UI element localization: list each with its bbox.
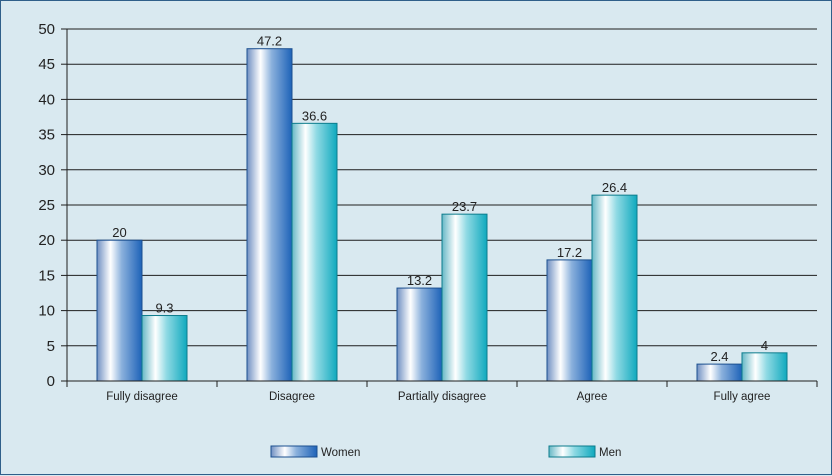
data-label: 4 — [761, 338, 768, 353]
x-category-label: Agree — [577, 391, 608, 403]
legend-label: Men — [599, 447, 621, 459]
y-tick-label: 50 — [38, 21, 55, 38]
y-axis: 0 5 10 15 20 25 30 35 40 45 50 — [38, 21, 68, 390]
data-label: 9.3 — [155, 301, 173, 316]
bar-women — [546, 259, 593, 382]
y-tick-label: 40 — [38, 91, 55, 108]
bar-women — [696, 363, 743, 382]
y-tick-label: 25 — [38, 197, 55, 214]
y-tick-label: 0 — [47, 373, 55, 390]
y-tick-label: 45 — [38, 56, 55, 73]
legend-swatch-women — [270, 445, 318, 458]
bar-men — [141, 315, 188, 382]
y-tick-label: 30 — [38, 162, 55, 179]
x-category-label: Partially disagree — [398, 391, 486, 403]
bar-men — [591, 194, 638, 382]
data-label: 20 — [112, 225, 126, 240]
data-label: 36.6 — [302, 108, 327, 123]
bar-women — [246, 48, 293, 382]
x-category-label: Fully disagree — [106, 391, 178, 403]
bars: 20 9.3 47.2 36.6 13.2 23.7 17.2 26.4 2.4 4 — [96, 34, 788, 382]
data-label: 47.2 — [257, 34, 282, 49]
y-tick-label: 10 — [38, 303, 55, 320]
legend-label: Women — [321, 447, 360, 459]
data-label: 13.2 — [407, 273, 432, 288]
x-category-label: Disagree — [269, 391, 315, 403]
x-axis: Fully disagree Disagree Partially disagree… — [66, 380, 818, 403]
data-label: 26.4 — [602, 180, 627, 195]
legend: Women Men — [270, 445, 621, 459]
legend-swatch-men — [548, 445, 596, 458]
bar-women — [96, 239, 143, 382]
bar-women — [396, 287, 443, 382]
x-category-label: Fully agree — [714, 391, 771, 403]
y-tick-label: 20 — [38, 232, 55, 249]
data-label: 23.7 — [452, 199, 477, 214]
bar-men — [441, 213, 488, 382]
bar-men — [291, 122, 338, 382]
y-tick-label: 35 — [38, 127, 55, 144]
gridlines — [67, 28, 817, 347]
data-label: 17.2 — [557, 245, 582, 260]
y-tick-label: 5 — [47, 338, 55, 355]
bar-men — [741, 352, 788, 382]
y-tick-label: 15 — [38, 267, 55, 284]
data-label: 2.4 — [710, 349, 728, 364]
